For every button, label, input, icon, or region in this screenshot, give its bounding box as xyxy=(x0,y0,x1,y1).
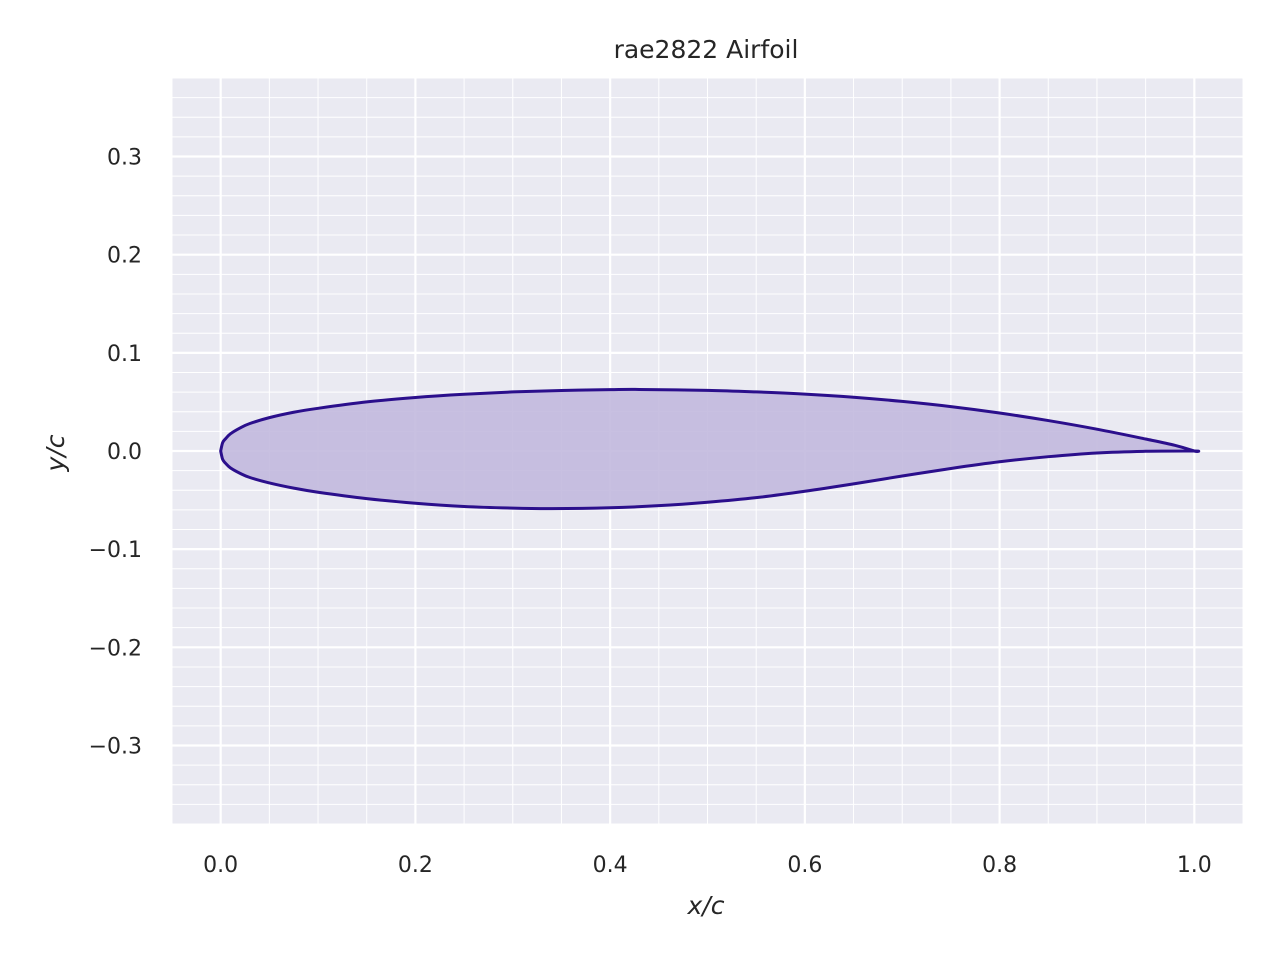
airfoil-fill xyxy=(220,389,1199,509)
y-tick-label: −0.2 xyxy=(89,636,142,661)
y-tick-label: 0.1 xyxy=(107,342,142,367)
y-axis-ticks: 0.3 0.2 0.1 0.0 −0.1 −0.2 −0.3 xyxy=(89,146,142,760)
y-tick-label: 0.2 xyxy=(107,244,142,269)
y-axis-label: y/c xyxy=(41,434,70,472)
x-tick-label: 0.6 xyxy=(787,853,822,878)
x-axis-label: x/c xyxy=(687,891,725,920)
airfoil-outline xyxy=(219,387,1201,511)
chart-title: rae2822 Airfoil xyxy=(614,35,799,64)
x-tick-label: 0.2 xyxy=(398,853,433,878)
x-axis-ticks: 0.0 0.2 0.4 0.6 0.8 1.0 xyxy=(203,853,1212,878)
y-tick-label: −0.1 xyxy=(89,538,142,563)
y-tick-label: −0.3 xyxy=(89,734,142,759)
y-tick-label: 0.0 xyxy=(107,440,142,465)
x-tick-label: 1.0 xyxy=(1177,853,1212,878)
y-tick-label: 0.3 xyxy=(107,146,142,171)
x-tick-label: 0.4 xyxy=(593,853,628,878)
x-tick-label: 0.8 xyxy=(982,853,1017,878)
x-tick-label: 0.0 xyxy=(203,853,238,878)
